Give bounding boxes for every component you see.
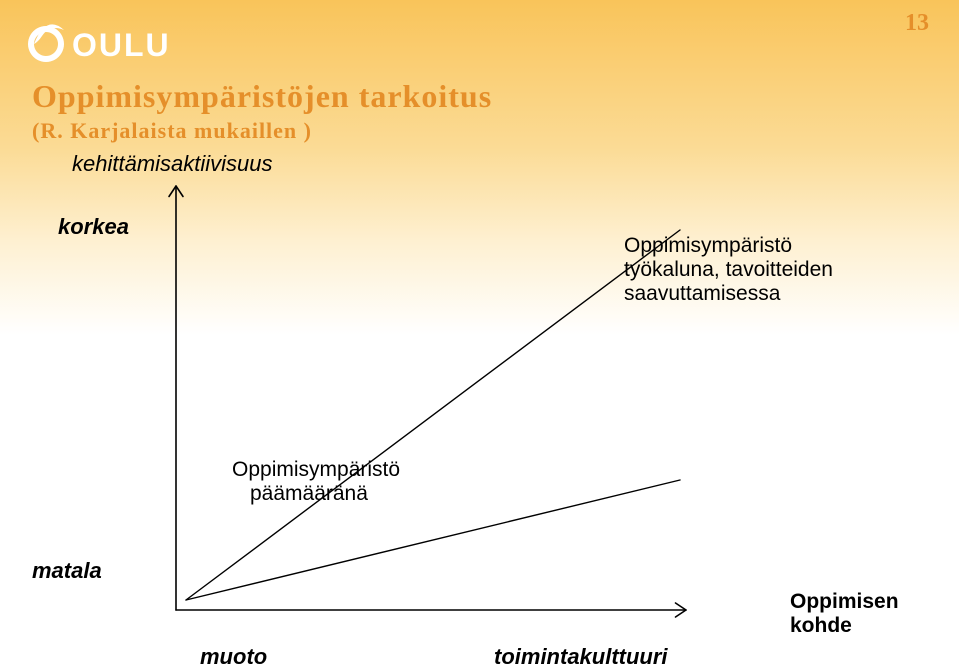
annotation-line: Oppimisympäristö	[624, 234, 833, 258]
label-matala: matala	[32, 558, 102, 584]
y-axis-title: kehittämisaktiivisuus	[72, 151, 273, 177]
label-muoto: muoto	[200, 644, 267, 670]
page-number: 13	[905, 10, 929, 37]
logo: OULU	[28, 20, 198, 68]
label-line: Oppimisen	[790, 590, 899, 614]
annotation-line: Oppimisympäristö	[232, 458, 400, 482]
annotation-center: Oppimisympäristö päämääränä	[232, 458, 400, 506]
oulu-logo-icon: OULU	[28, 20, 198, 68]
label-oppimisen-kohde: Oppimisen kohde	[790, 590, 899, 638]
page-subtitle: (R. Karjalaista mukaillen )	[32, 118, 312, 144]
annotation-line: työkaluna, tavoitteiden	[624, 258, 833, 282]
annotation-line: päämääränä	[232, 482, 400, 506]
logo-text: OULU	[72, 27, 171, 63]
label-korkea: korkea	[58, 214, 129, 240]
annotation-top-right: Oppimisympäristö työkaluna, tavoitteiden…	[624, 234, 833, 306]
annotation-line: saavuttamisessa	[624, 282, 833, 306]
slide: 13 OULU Oppimisympäristöjen tarkoitus (R…	[0, 0, 959, 670]
label-toimintakulttuuri: toimintakulttuuri	[494, 644, 668, 670]
label-line: kohde	[790, 614, 899, 638]
page-title: Oppimisympäristöjen tarkoitus	[32, 78, 492, 115]
